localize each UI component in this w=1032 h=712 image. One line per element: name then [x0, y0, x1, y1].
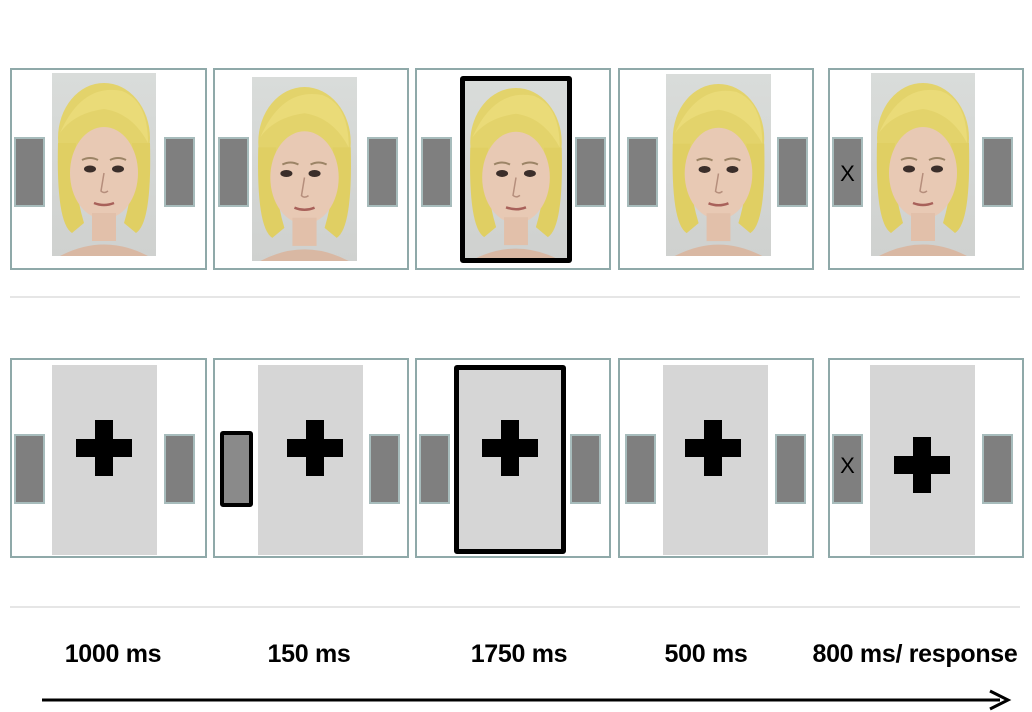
left-box [14, 434, 45, 504]
face-icon [470, 87, 562, 260]
left-box [421, 137, 452, 207]
separator-line [10, 296, 1020, 298]
duration-label: 1000 ms [64, 640, 162, 668]
face-image [666, 74, 771, 256]
cue-box [220, 431, 253, 507]
face-image [252, 77, 357, 261]
right-box [164, 434, 195, 504]
right-box [777, 137, 808, 207]
right-box [982, 137, 1013, 207]
left-box [218, 137, 249, 207]
right-box [164, 137, 195, 207]
face-icon [672, 83, 765, 256]
right-box [575, 137, 606, 207]
left-box [625, 434, 656, 504]
separator-line [10, 606, 1020, 608]
left-box [832, 434, 863, 504]
highlight-box [460, 76, 572, 263]
response-mark: X [840, 453, 855, 478]
right-box [775, 434, 806, 504]
duration-label: 1750 ms [470, 640, 568, 668]
left-box [14, 137, 45, 207]
right-box [369, 434, 400, 504]
face-icon [57, 83, 151, 256]
face-image [52, 73, 156, 256]
duration-label: 150 ms [267, 640, 351, 668]
right-box [982, 434, 1013, 504]
fixation-cross-icon [894, 437, 950, 493]
face-image [871, 73, 975, 256]
face-image [462, 78, 570, 260]
fixation-cross-icon [287, 420, 343, 476]
duration-label: 500 ms [664, 640, 748, 668]
face-icon [876, 83, 970, 256]
left-box [627, 137, 658, 207]
right-box [570, 434, 601, 504]
left-box [419, 434, 450, 504]
highlight-box [454, 365, 566, 554]
fixation-cross-icon [482, 420, 538, 476]
face-icon [258, 87, 351, 261]
fixation-cross-icon [685, 420, 741, 476]
duration-label: 800 ms/ response [812, 640, 1018, 668]
arrow-right-icon [42, 689, 1012, 711]
right-box [367, 137, 398, 207]
left-box [832, 137, 863, 207]
response-mark: X [840, 161, 855, 186]
fixation-cross-icon [76, 420, 132, 476]
